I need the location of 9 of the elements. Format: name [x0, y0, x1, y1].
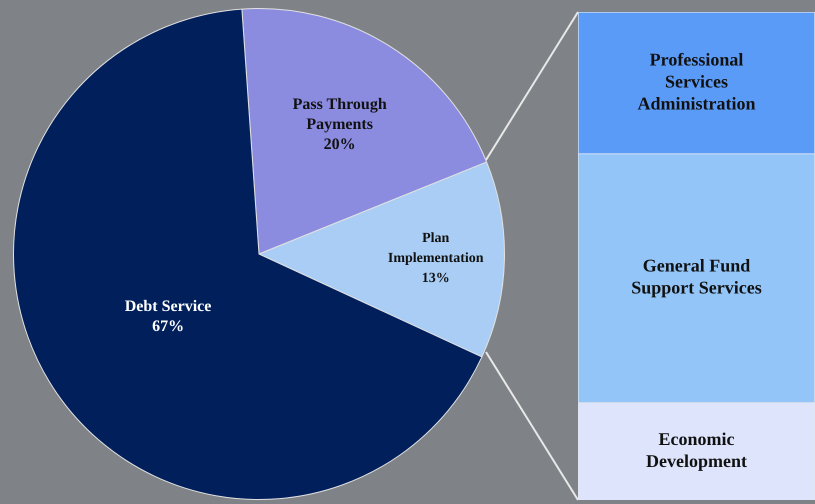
data-label: 13%: [422, 270, 450, 286]
slice-label: Debt Service: [124, 298, 212, 315]
series-label: Professional Services Administration: [637, 49, 756, 114]
series-label: Economic Development: [646, 428, 747, 471]
data-label: 67%: [152, 318, 184, 335]
data-label: 20%: [324, 136, 356, 154]
series-label: General Fund Support Services: [631, 256, 762, 298]
slice-label: Plan Implementation: [388, 230, 484, 266]
slice-label: Pass Through Payments: [292, 96, 387, 134]
